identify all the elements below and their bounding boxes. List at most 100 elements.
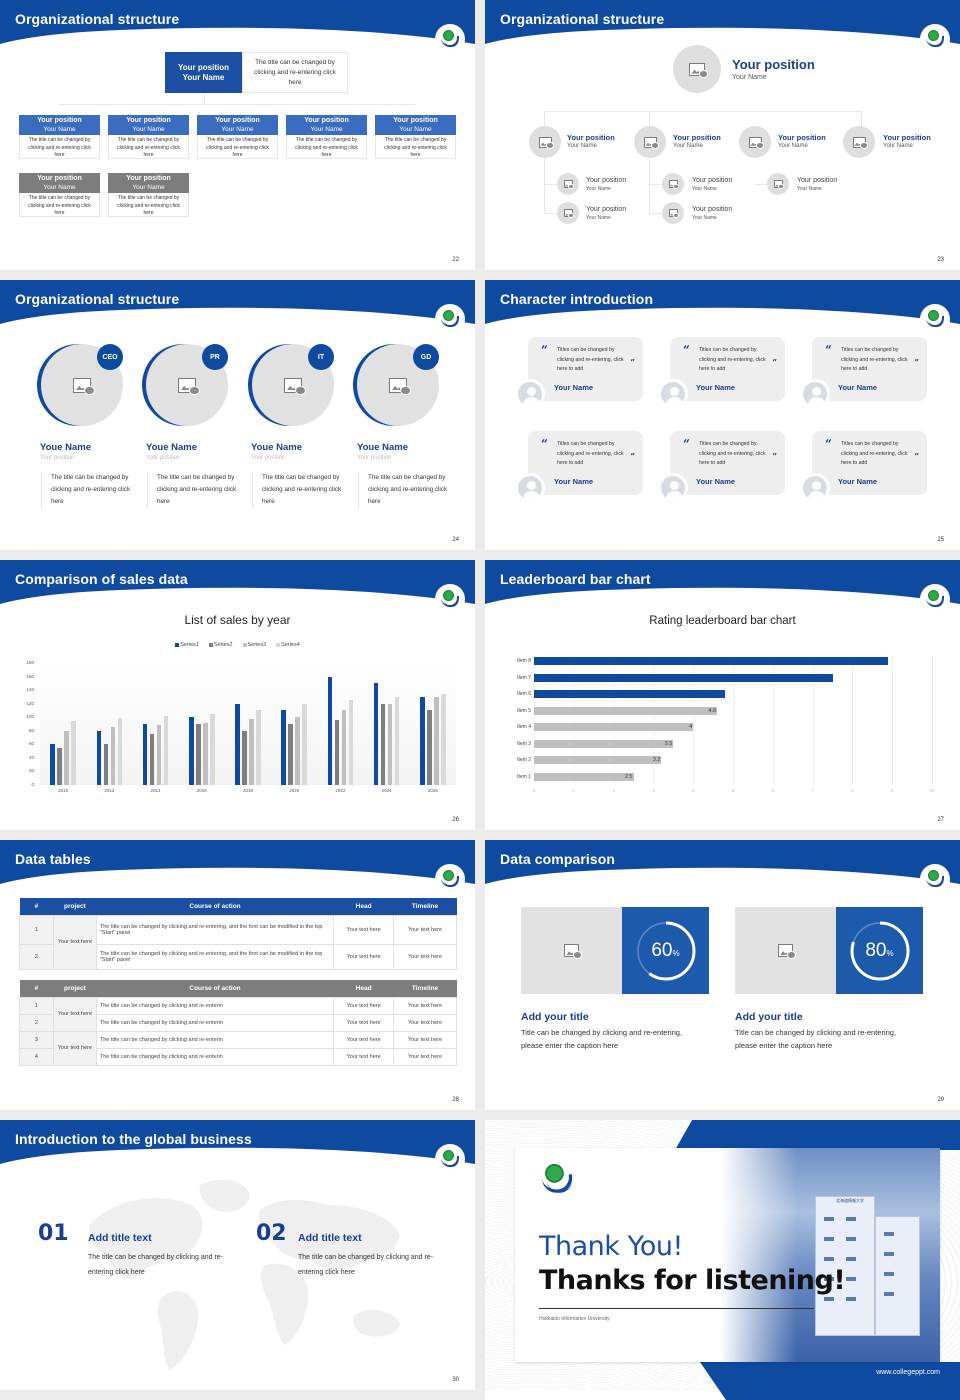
chart-bar: 4 — [534, 723, 694, 731]
y-tick-label: 20 — [28, 768, 34, 774]
progress-panel: 60% — [622, 907, 709, 994]
position-label: Your position — [883, 133, 931, 142]
org-top-box: Your position Your Name — [165, 52, 242, 93]
row-index: 4 — [19, 1047, 54, 1066]
photo-placeholder[interactable] — [634, 126, 666, 158]
connector-line — [204, 93, 205, 104]
photo-placeholder[interactable] — [557, 173, 579, 195]
action-cell: The title can be changed by clicking and… — [95, 943, 335, 970]
slide-title: Introduction to the global business — [15, 1131, 252, 1147]
photo-placeholder[interactable] — [662, 202, 684, 224]
header-wave — [0, 0, 475, 44]
close-quote-icon: ” — [914, 451, 919, 461]
thank-you-heading: Thank You! — [539, 1231, 683, 1262]
testimonial-card: “ Titles can be changed by clicking and … — [670, 431, 785, 495]
connector-line — [649, 111, 650, 213]
item-title: Add title text — [298, 1232, 362, 1244]
table-row: 1 Your text here The title can be change… — [19, 996, 457, 1032]
photo-placeholder[interactable] — [767, 173, 789, 195]
position-label: Your position — [126, 175, 171, 182]
avatar — [515, 379, 545, 409]
person-name: Youe Name — [40, 442, 92, 453]
slide-31-thank-you[interactable]: 北海道情報大学 Thank You! Thanks for listening!… — [485, 1120, 960, 1400]
chart-bar — [288, 724, 293, 785]
timeline-cell: Your text here — [393, 914, 457, 945]
card-desc: The title can be changed by clicking and… — [375, 135, 456, 159]
person-photo[interactable]: CEO — [37, 344, 123, 426]
table-row: 3 Your text here The title can be change… — [19, 1030, 457, 1066]
person-photo[interactable]: PR — [142, 344, 228, 426]
column-header: Timeline — [393, 980, 457, 997]
university-name: Hokkaido Information University — [539, 1316, 610, 1322]
header-wave — [485, 560, 960, 604]
header-wave — [485, 0, 960, 44]
university-logo — [435, 1144, 465, 1174]
photo-placeholder[interactable] — [673, 45, 721, 93]
slide-23[interactable]: Organizational structure Your position Y… — [485, 0, 960, 270]
chart-bar — [71, 720, 76, 785]
head-cell: Your text here — [333, 943, 395, 970]
x-tick-label: 6 — [771, 788, 775, 793]
open-quote-icon: “ — [825, 343, 832, 357]
action-cell: The title can be changed by clicking and… — [95, 1030, 335, 1049]
gridline — [613, 655, 615, 785]
globe-logo-icon — [440, 30, 460, 48]
y-tick-label: 0 — [31, 782, 34, 787]
person-photo[interactable]: IT — [248, 344, 334, 426]
website-link[interactable]: www.collegeppt.com — [876, 1369, 940, 1376]
testimonial-text: Titles can be changed by clicking and re… — [699, 441, 766, 466]
slide-27[interactable]: Leaderboard bar chart Rating leaderboard… — [485, 560, 960, 830]
x-tick-label: 2024 — [381, 788, 392, 793]
photo-placeholder[interactable] — [843, 126, 875, 158]
photo-placeholder[interactable] — [529, 126, 561, 158]
org-card-secondary: Your position Your Name The title can be … — [108, 173, 189, 217]
slide-25[interactable]: Character introduction “ Titles can be c… — [485, 280, 960, 550]
name-label: Your Name — [778, 143, 808, 149]
open-quote-icon: “ — [683, 437, 690, 451]
table-header-row: # project Course of action Head Timeline — [19, 980, 457, 997]
item-desc: Title can be changed by clicking and re-… — [521, 1028, 683, 1050]
globe-logo-icon — [925, 30, 945, 48]
chart-bar — [534, 657, 889, 665]
close-quote-icon: ” — [630, 451, 635, 461]
chart-bar — [534, 690, 726, 698]
name-label: Your Name — [797, 186, 822, 192]
person-photo[interactable]: GD — [353, 344, 439, 426]
card-desc: The title can be changed by clicking and… — [197, 135, 278, 159]
progress-ring: 60% — [635, 920, 697, 982]
slide-30[interactable]: Introduction to the global business 01 A… — [0, 1120, 475, 1390]
chart-bar — [380, 703, 386, 785]
page-number: 29 — [937, 1097, 944, 1103]
user-icon — [527, 481, 536, 490]
slide-29[interactable]: Data comparison 60% Add your title Title… — [485, 840, 960, 1110]
project-cell: Your text here — [52, 1030, 97, 1066]
legend-item: Series2 — [208, 642, 233, 648]
chart-bar — [281, 710, 286, 785]
testimonial-name: Your Name — [838, 477, 878, 486]
position-label: Your position — [126, 117, 171, 124]
slide-header: Comparison of sales data — [0, 560, 475, 614]
card-desc: The title can be changed by clicking and… — [108, 193, 189, 217]
legend-item: Series4 — [276, 642, 300, 648]
org-top-desc: The title can be changed by clicking and… — [242, 52, 348, 93]
page-number: 30 — [452, 1377, 459, 1383]
slide-22[interactable]: Organizational structure Your position Y… — [0, 0, 475, 270]
photo-placeholder[interactable] — [739, 126, 771, 158]
slide-28[interactable]: Data tables # project Course of action H… — [0, 840, 475, 1110]
photo-placeholder[interactable] — [662, 173, 684, 195]
globe-logo-icon — [440, 310, 460, 328]
slide-title: Data comparison — [500, 851, 616, 867]
gridline — [812, 655, 814, 785]
slide-26[interactable]: Comparison of sales data List of sales b… — [0, 560, 475, 830]
header-wave — [485, 280, 960, 324]
x-tick-label: 2016 — [196, 788, 207, 793]
card-desc: The title can be changed by clicking and… — [108, 135, 189, 159]
photo-placeholder[interactable] — [735, 907, 836, 994]
person-name: Youe Name — [146, 442, 198, 453]
slide-24[interactable]: Organizational structure CEO Youe Name Y… — [0, 280, 475, 550]
photo-placeholder[interactable] — [521, 907, 622, 994]
item-number: 01 — [38, 1221, 69, 1246]
university-logo — [435, 24, 465, 54]
photo-placeholder[interactable] — [557, 202, 579, 224]
